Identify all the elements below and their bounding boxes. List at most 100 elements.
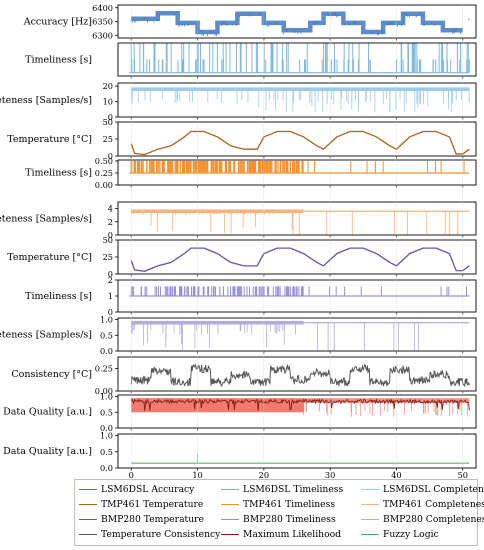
legend-label: TMP461 Timeliness	[243, 499, 336, 510]
legend-item: Maximum Likelihood	[221, 529, 341, 540]
accuracy-band	[131, 11, 463, 35]
x-tick-label: 30	[325, 470, 335, 480]
plot-area	[129, 160, 470, 174]
legend-swatch	[361, 489, 379, 490]
y-tick-label: 50	[103, 235, 113, 245]
panel-10: Consistency [°C]0.00 0.25	[11, 356, 477, 396]
y-tick-label: 0	[108, 230, 113, 240]
x-tick-label: 50	[458, 470, 468, 480]
y-tick-label: 2	[108, 217, 113, 227]
panel-frame	[117, 394, 477, 429]
y-tick-label: 50	[103, 117, 113, 127]
y-axis-label: Data Quality [a.u.]	[3, 407, 92, 418]
legend-swatch	[79, 519, 97, 520]
panel-3: Completeness [Samples/s] 0 10 20	[0, 81, 477, 122]
y-tick-label: 1.0	[100, 431, 113, 441]
y-tick-label: 10	[103, 97, 113, 107]
y-tick-label: 1.0	[100, 315, 113, 325]
temperature-line	[130, 130, 470, 156]
y-tick-label: 0.0	[100, 346, 113, 356]
panel-8: Timeliness [s] 0 1 2	[25, 275, 477, 317]
legend-item: Fuzzy Logic	[361, 529, 439, 540]
y-tick-label: 0	[108, 269, 113, 279]
y-axis-label: Timeliness [s]	[25, 291, 92, 302]
y-axis-label: Accuracy [Hz]	[23, 17, 92, 28]
y-tick-label: 0.50	[95, 156, 113, 166]
legend-swatch	[79, 504, 97, 505]
y-axis-label: Data Quality [a.u.]	[3, 446, 92, 457]
panel-frame	[117, 239, 477, 275]
y-tick-label: 0.0	[100, 463, 113, 473]
x-tick-label: 10	[192, 470, 202, 480]
legend-label: Maximum Likelihood	[243, 529, 342, 540]
panel-frame	[117, 82, 477, 118]
plot-area	[130, 320, 470, 351]
panel-11: Data Quality [a.u.] 0.0 0.5 1.0	[3, 392, 477, 433]
multi-panel-chart: Accuracy [Hz]6300 6350 6400 Timeliness [s] C…	[0, 3, 477, 490]
y-axis-label: Temperature [°C]	[7, 134, 92, 145]
legend-swatch	[221, 489, 239, 490]
y-tick-label: 1	[108, 291, 113, 301]
legend-item: LSM6DSL Accuracy	[79, 484, 194, 495]
baseline-band	[131, 87, 470, 91]
panel-1: Accuracy [Hz]6300 6350 6400	[23, 3, 477, 41]
y-tick-label: 25	[103, 252, 113, 262]
baseline-band	[131, 320, 304, 325]
legend-swatch	[361, 504, 379, 505]
panel-frame	[117, 121, 477, 157]
y-tick-label: 0.00	[95, 180, 113, 190]
y-tick-label: 0	[108, 307, 113, 317]
y-tick-label: 6350	[92, 17, 113, 27]
plot-area	[130, 11, 470, 37]
panel-6: Completeness [Samples/s] 0 2 4	[0, 201, 477, 240]
y-tick-label: 6300	[92, 30, 113, 40]
plot-area	[131, 453, 470, 464]
panel-frame	[117, 317, 477, 352]
temperature-line	[130, 247, 470, 272]
y-tick-label: 0.5	[100, 447, 113, 457]
legend-label: TMP461 Completeness	[383, 499, 484, 510]
plot-area	[130, 130, 470, 156]
baseline-band	[131, 209, 304, 214]
legend-swatch	[361, 534, 379, 535]
y-tick-label: 25	[103, 134, 113, 144]
legend-label: BMP280 Completeness	[383, 514, 484, 525]
y-axis-label: Completeness [Samples/s]	[0, 95, 92, 106]
panel-12: Data Quality [a.u.] 0.0 0.5 1.0	[3, 431, 477, 473]
y-axis-label: Timeliness [s]	[25, 55, 92, 66]
legend-item: BMP280 Temperature	[79, 514, 204, 525]
y-axis-label: Consistency [°C]	[11, 369, 92, 380]
y-tick-label: 0.5	[100, 407, 113, 417]
y-axis-label: Completeness [Samples/s]	[0, 330, 92, 341]
panel-frame	[117, 433, 477, 469]
legend-swatch	[79, 489, 97, 490]
legend-label: Temperature Consistency	[101, 529, 221, 540]
panel-2: Timeliness [s]	[25, 42, 477, 79]
plot-area	[130, 397, 470, 417]
consistency-line	[130, 363, 470, 388]
y-tick-label: 1.0	[100, 392, 113, 402]
legend-item: TMP461 Timeliness	[221, 499, 335, 510]
y-tick-label: 6400	[92, 3, 113, 13]
x-tick-label: 40	[391, 470, 401, 480]
panel-4: Temperature [°C] 0 25 50	[7, 117, 477, 161]
panel-5: Timeliness [s]0.00 0.25 0.50	[25, 156, 477, 190]
legend-swatch	[221, 519, 239, 520]
legend: LSM6DSL Accuracy LSM6DSL Timeliness LSM6DS…	[74, 479, 484, 546]
y-axis-label: Timeliness [s]	[25, 168, 92, 179]
y-tick-label: 0	[108, 151, 113, 161]
y-tick-label: 0.25	[95, 168, 113, 178]
legend-item: LSM6DSL Timeliness	[221, 484, 343, 495]
plot-area	[130, 247, 470, 272]
y-tick-label: 2	[108, 275, 113, 285]
y-tick-label: 0.0	[100, 423, 113, 433]
panel-7: Temperature [°C] 0 25 50	[7, 235, 477, 279]
y-tick-label: 0	[108, 112, 113, 122]
legend-swatch	[221, 534, 239, 535]
plot-area	[130, 209, 470, 235]
y-axis-label: Temperature [°C]	[7, 252, 92, 263]
legend-item: TMP461 Temperature	[79, 499, 203, 510]
y-tick-label: 0.5	[100, 330, 113, 340]
legend-label: Fuzzy Logic	[383, 529, 439, 540]
